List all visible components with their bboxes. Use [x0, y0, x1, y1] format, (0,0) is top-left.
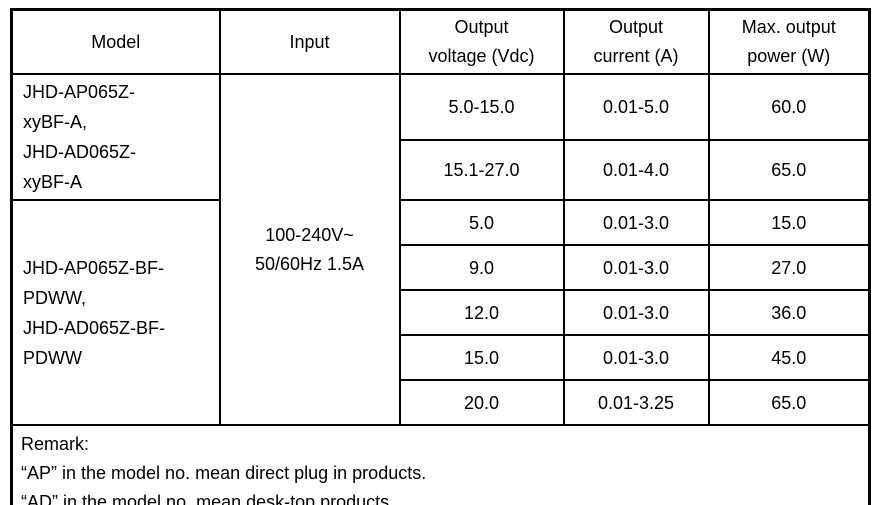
col-header-output-current-label: Output current (A)	[593, 17, 679, 66]
table-row: 9.0 0.01-3.0 27.0	[12, 244, 871, 291]
max-power-cell: 65.0	[707, 379, 871, 426]
remark-row: Remark: “AP” in the model no. mean direc…	[10, 424, 871, 505]
col-header-model: Model	[10, 8, 221, 75]
output-current-cell: 0.01-3.0	[562, 289, 710, 336]
header-row: Model Input Output voltage (Vdc) Output …	[10, 8, 871, 75]
model-group-2-cell: JHD-AP065Z-BF- PDWW, JHD-AD065Z-BF- PDWW	[10, 199, 221, 426]
input-text: 100-240V~ 50/60Hz 1.5A	[254, 224, 365, 274]
output-current-cell: 0.01-4.0	[562, 139, 710, 201]
col-header-input-label: Input	[289, 31, 330, 52]
table-row: 12.0 0.01-3.0 36.0	[12, 289, 871, 336]
output-voltage-cell: 5.0	[398, 199, 565, 246]
max-power-cell: 27.0	[707, 244, 871, 291]
input-cell: 100-240V~ 50/60Hz 1.5A	[218, 73, 401, 426]
output-current-cell: 0.01-3.0	[562, 199, 710, 246]
max-power-cell: 36.0	[707, 289, 871, 336]
remark-cell: Remark: “AP” in the model no. mean direc…	[10, 424, 871, 505]
output-current-cell: 0.01-3.25	[562, 379, 710, 426]
power-spec-table: Model Input Output voltage (Vdc) Output …	[10, 8, 871, 505]
col-header-model-label: Model	[91, 31, 141, 52]
max-power-cell: 65.0	[707, 139, 871, 201]
max-power-cell: 45.0	[707, 334, 871, 381]
table-row: 20.0 0.01-3.25 65.0	[12, 379, 871, 426]
col-header-max-power: Max. output power (W)	[707, 8, 871, 75]
model-group-1-cell: JHD-AP065Z- xyBF-A, JHD-AD065Z- xyBF-A	[10, 73, 221, 201]
model-group-2-text: JHD-AP065Z-BF- PDWW, JHD-AD065Z-BF- PDWW	[23, 257, 166, 368]
output-current-cell: 0.01-3.0	[562, 244, 710, 291]
remark-text: Remark: “AP” in the model no. mean direc…	[21, 434, 427, 505]
output-voltage-cell: 12.0	[398, 289, 565, 336]
table-row: JHD-AP065Z- xyBF-A, JHD-AD065Z- xyBF-A 1…	[10, 72, 871, 426]
output-voltage-cell: 15.1-27.0	[398, 139, 565, 201]
max-power-cell: 60.0	[707, 72, 871, 142]
table-row: JHD-AP065Z-BF- PDWW, JHD-AD065Z-BF- PDWW…	[10, 199, 871, 426]
output-voltage-cell: 20.0	[398, 379, 565, 426]
col-header-max-power-label: Max. output power (W)	[741, 17, 836, 66]
output-voltage-cell: 5.0-15.0	[398, 72, 565, 142]
max-power-cell: 15.0	[707, 199, 871, 246]
output-voltage-cell: 15.0	[398, 334, 565, 381]
table-row: 15.0 0.01-3.0 45.0	[12, 334, 871, 381]
col-header-output-voltage: Output voltage (Vdc)	[398, 8, 565, 75]
output-current-cell: 0.01-5.0	[562, 72, 710, 142]
output-voltage-cell: 9.0	[398, 244, 565, 291]
col-header-output-voltage-label: Output voltage (Vdc)	[428, 17, 535, 66]
col-header-output-current: Output current (A)	[562, 8, 710, 75]
output-current-cell: 0.01-3.0	[562, 334, 710, 381]
col-header-input: Input	[218, 8, 401, 75]
table-row: 15.1-27.0 0.01-4.0 65.0	[12, 139, 871, 201]
model-group-1-text: JHD-AP065Z- xyBF-A, JHD-AD065Z- xyBF-A	[23, 82, 137, 192]
